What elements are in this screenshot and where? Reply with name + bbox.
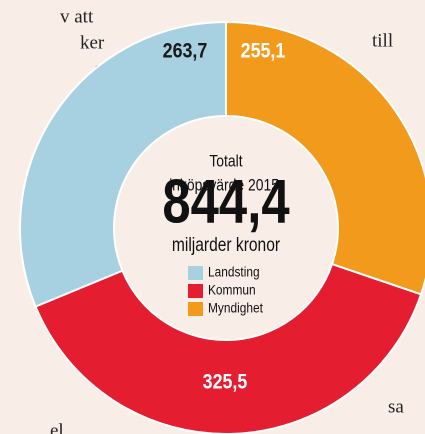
legend-label: Myndighet bbox=[208, 300, 263, 316]
legend-label: Kommun bbox=[208, 282, 256, 298]
text-fragment: sa bbox=[388, 396, 404, 417]
text-fragment: till bbox=[372, 30, 393, 51]
text-fragment: el bbox=[50, 420, 64, 434]
donut-segment bbox=[225, 20, 425, 296]
text-fragment: v att bbox=[60, 6, 94, 27]
text-fragment: ker bbox=[80, 32, 105, 53]
legend-swatch bbox=[188, 266, 203, 280]
value-label: 325,5 bbox=[203, 370, 248, 394]
center-text: Totalt bbox=[209, 152, 243, 171]
legend-swatch bbox=[188, 302, 203, 316]
center-text: inköpsvärde 2015: bbox=[169, 176, 283, 195]
center-text: 844,4 bbox=[162, 168, 290, 237]
donut-segment bbox=[34, 262, 423, 434]
value-label: 255,1 bbox=[241, 39, 286, 63]
donut-segment bbox=[19, 20, 227, 308]
center-text: miljarder kronor bbox=[172, 234, 280, 256]
donut: 263,7 325,5 255,1 bbox=[19, 20, 425, 434]
legend-label: Landsting bbox=[208, 264, 260, 280]
legend-swatch bbox=[188, 284, 203, 298]
value-label: 263,7 bbox=[163, 39, 208, 63]
